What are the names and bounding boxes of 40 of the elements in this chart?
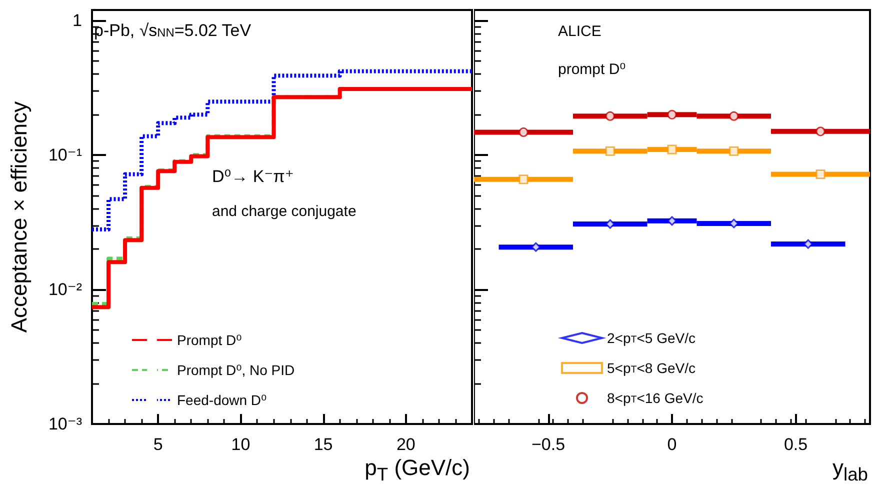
- point: [605, 111, 615, 121]
- annotation: prompt D⁰: [558, 61, 626, 78]
- point: [667, 144, 677, 154]
- point: [803, 239, 813, 249]
- legend-label: Prompt D⁰, No PID: [177, 362, 295, 378]
- point: [605, 146, 615, 156]
- x-axis-title: y$_{lab}$: [832, 455, 868, 486]
- legend-label: 2<pT<5 GeV/c: [607, 330, 696, 346]
- legend-label: Prompt D⁰: [177, 332, 242, 348]
- x-tick-label: 5: [153, 435, 163, 454]
- point: [531, 242, 541, 252]
- x-tick-label: 20: [396, 435, 416, 454]
- x-tick-label: 10: [231, 435, 250, 454]
- point: [667, 216, 677, 226]
- x-tick-label: −0.5: [531, 435, 566, 454]
- x-axis-title: p$_{T}$ (GeV/c): [364, 455, 470, 486]
- y-tick-label: 10⁻¹: [48, 146, 82, 165]
- point: [816, 126, 826, 136]
- y-tick-label: 1: [72, 11, 82, 30]
- annotation: D⁰→ K⁻π⁺: [212, 167, 294, 186]
- point: [816, 170, 826, 180]
- y-tick-label: 10⁻³: [48, 414, 82, 434]
- point: [729, 146, 739, 156]
- point: [518, 127, 528, 137]
- annotation: ALICE: [558, 23, 602, 40]
- point: [518, 174, 528, 184]
- y-axis-title: Acceptance × efficiency: [6, 101, 32, 333]
- point: [729, 218, 739, 228]
- point: [667, 110, 677, 120]
- point: [605, 219, 615, 229]
- annotation: p-Pb, √sNN=5.02 TeV: [94, 21, 252, 40]
- x-tick-label: 15: [314, 435, 333, 454]
- legend-label: Feed-down D⁰: [177, 392, 268, 408]
- x-tick-label: 0.5: [784, 435, 808, 454]
- y-tick-label: 10⁻²: [48, 280, 82, 300]
- legend-label: 5<pT<8 GeV/c: [607, 360, 696, 376]
- annotation: and charge conjugate: [212, 203, 356, 220]
- legend-label: 8<pT<16 GeV/c: [607, 390, 704, 406]
- point: [729, 111, 739, 121]
- x-tick-label: 0: [667, 435, 677, 454]
